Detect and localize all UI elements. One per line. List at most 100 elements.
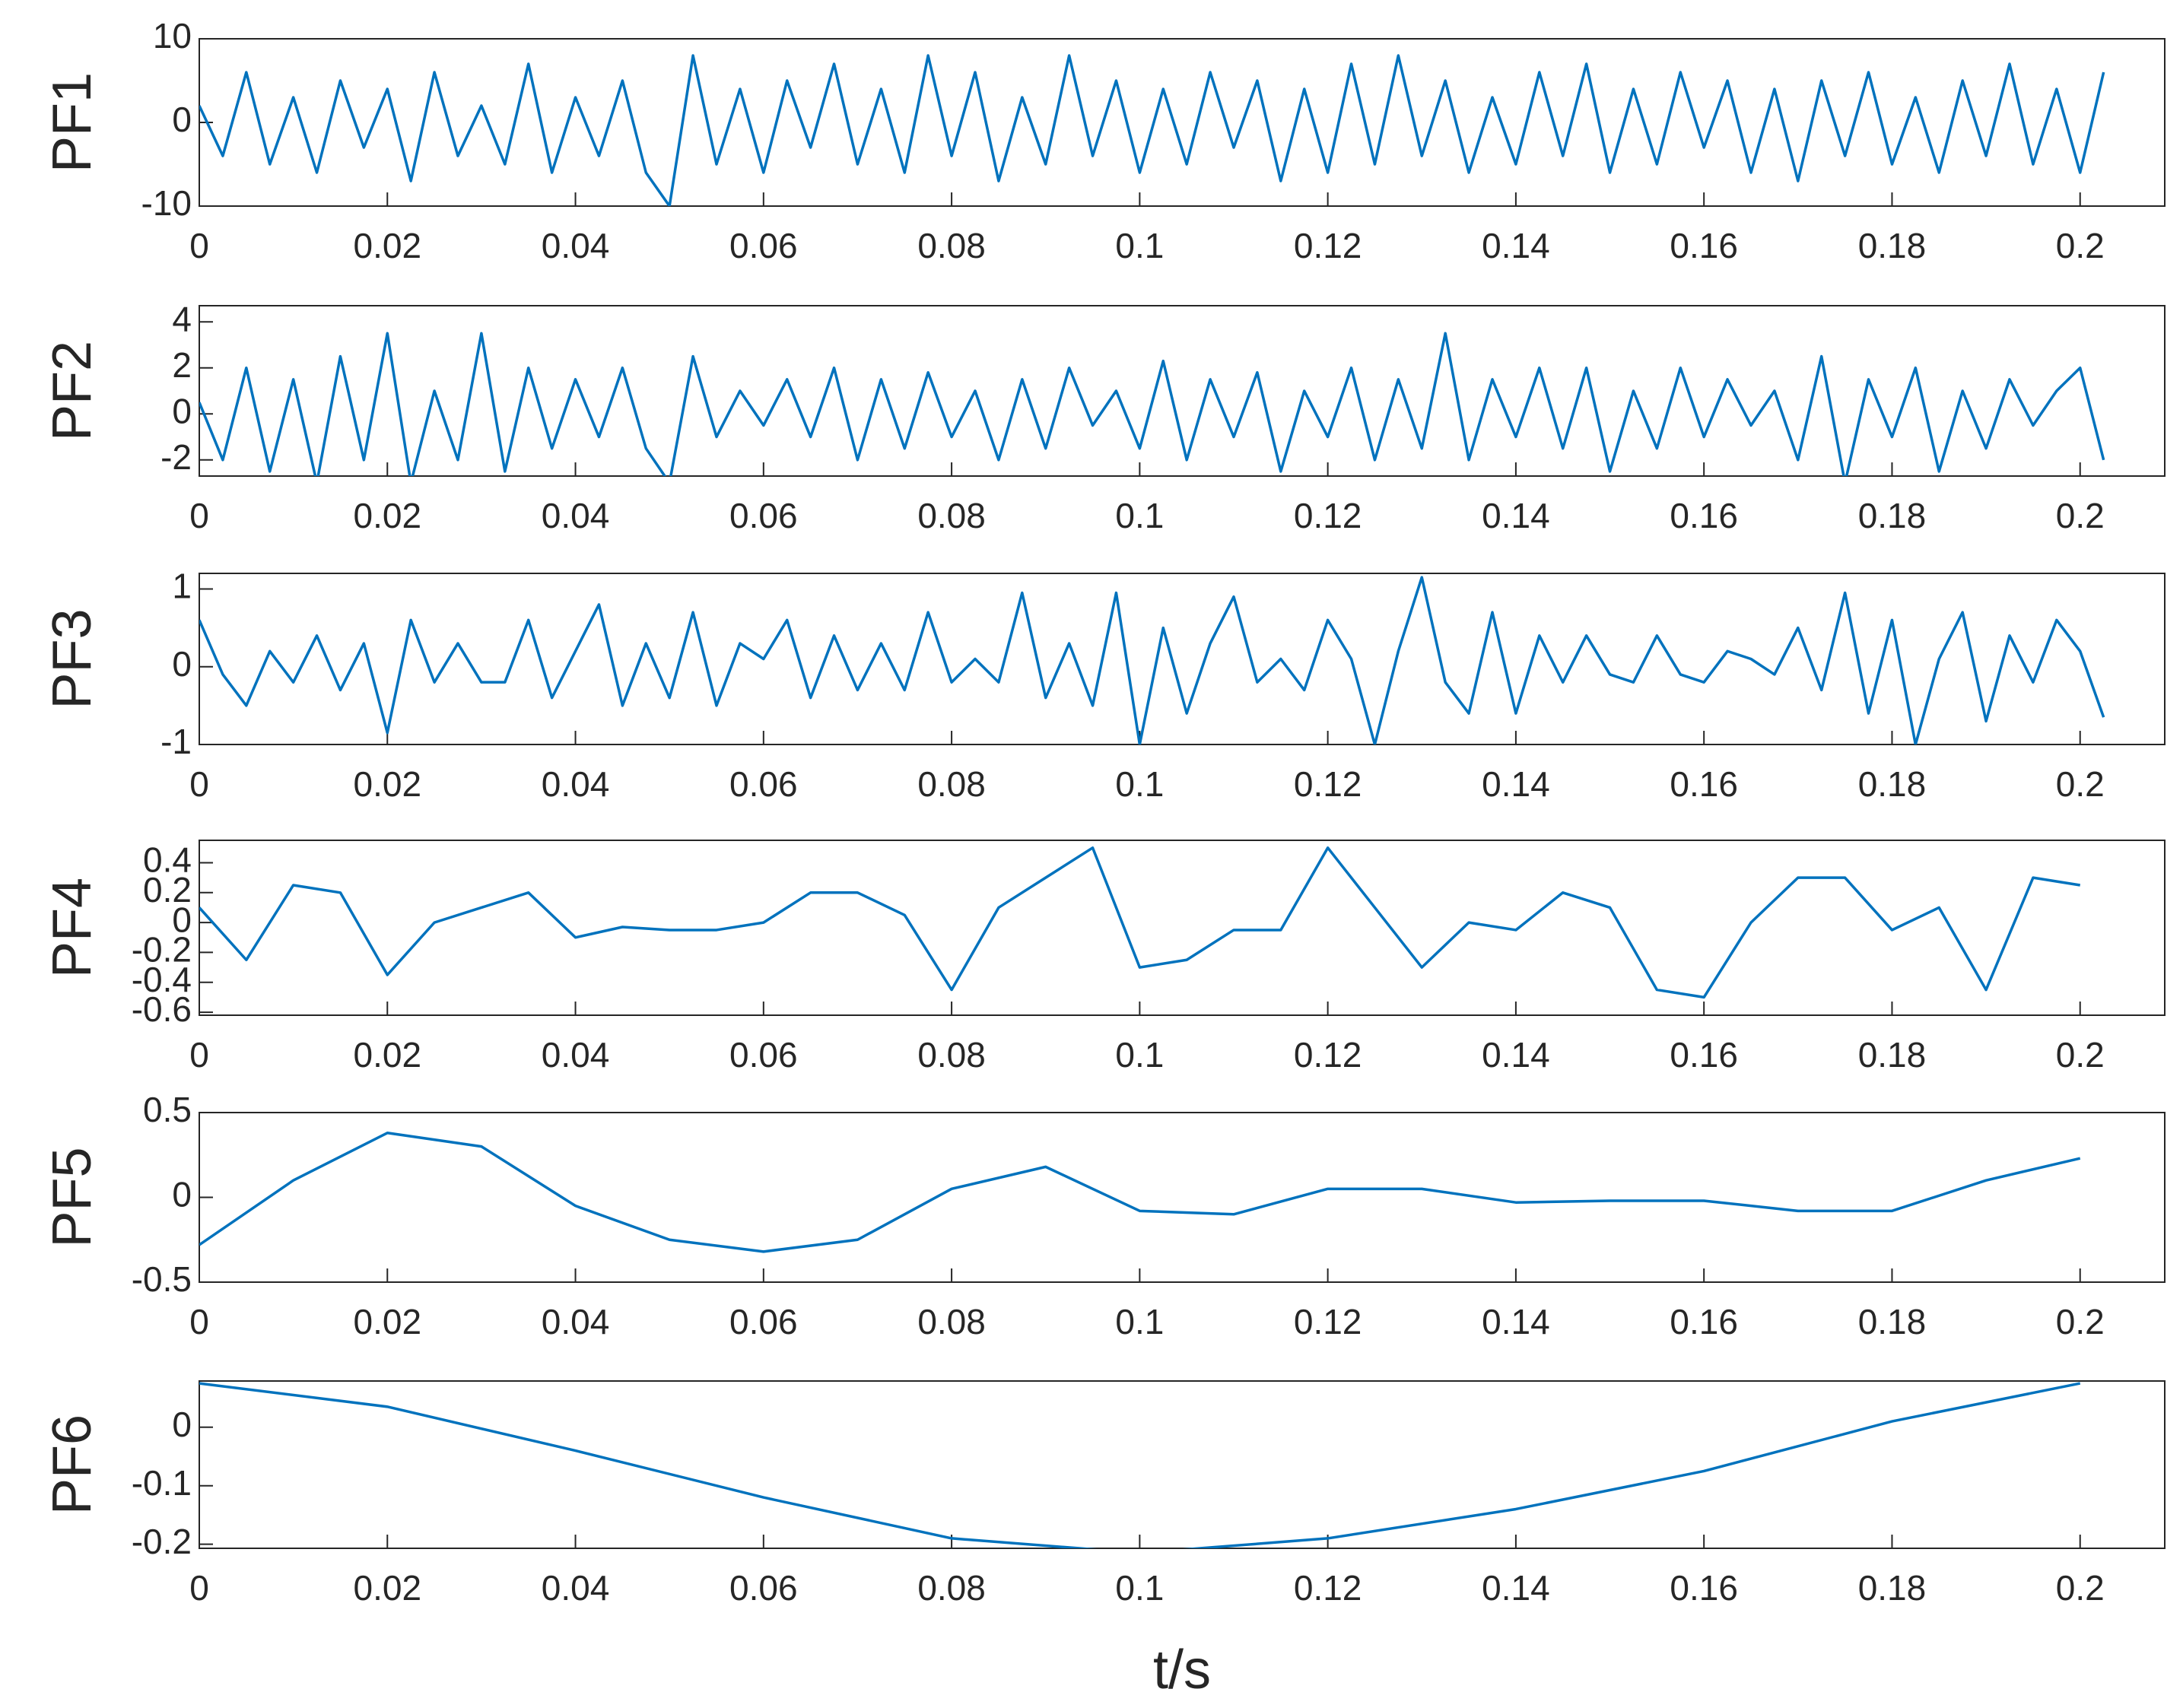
x-tick-label: 0.08	[917, 496, 986, 535]
subplot: -0.500.50 0.02 0.04 0.06 0.08 0.1 0.12 0.14 0.16…	[42, 1090, 2166, 1341]
x-tick-label: 0.04	[542, 1568, 610, 1608]
x-tick-label: 0.06	[729, 226, 798, 265]
x-tick-label: 0.18	[1858, 1035, 1927, 1075]
x-tick-label: 0.06	[729, 1035, 798, 1075]
axes-box	[199, 1112, 2166, 1283]
x-tick-label: 0.04	[542, 226, 610, 265]
x-tick-label: 0.14	[1482, 1568, 1550, 1608]
x-tick-label: 0.02	[354, 1568, 422, 1608]
subplot: -2 0 2 4 0 0.02 0.04 0.06 0.08 0.1 0.12 0.14 0.16 0.1…	[42, 299, 2166, 535]
axes-box	[199, 1380, 2166, 1549]
y-axis-label: PF4	[42, 878, 103, 978]
y-tick-label: -0.5	[132, 1259, 192, 1299]
x-tick-label: 0.14	[1482, 496, 1550, 535]
x-tick-label: 0.08	[917, 1302, 986, 1341]
subplot: -0.6-0.4-0.200.20.40 0.02 0.04 0.06 0.08 0.1 0…	[42, 840, 2166, 1075]
x-tick-label: 0.1	[1115, 1568, 1164, 1608]
axes-box	[199, 840, 2166, 1016]
y-axis-label: PF5	[42, 1147, 103, 1247]
x-tick-label: 0.18	[1858, 226, 1927, 265]
signal-line	[199, 1132, 2081, 1253]
y-tick-label: -0.6	[132, 989, 192, 1029]
y-axis-label: PF6	[42, 1414, 103, 1515]
y-tick-label: 0	[172, 1405, 192, 1444]
y-tick-label: 1	[172, 567, 192, 606]
x-tick-label: 0.12	[1294, 1568, 1362, 1608]
x-tick-label: 0.06	[729, 1568, 798, 1608]
x-tick-label: 0.02	[354, 496, 422, 535]
x-tick-label: 0.02	[354, 1035, 422, 1075]
signal-line	[199, 846, 2081, 999]
y-tick-label: -0.4	[132, 960, 192, 999]
x-tick-label: 0.14	[1482, 764, 1550, 804]
y-tick-label: 0	[172, 900, 192, 939]
x-tick-label: 0.2	[2056, 1035, 2105, 1075]
x-tick-label: 0.2	[2056, 226, 2105, 265]
y-tick-label: -0.1	[132, 1463, 192, 1503]
axes-box	[199, 305, 2166, 477]
x-tick-label: 0.12	[1294, 764, 1362, 804]
signal-line	[199, 1382, 2081, 1548]
x-axis-label: t/s	[1153, 1640, 1211, 1700]
x-tick-label: 0.18	[1858, 1568, 1927, 1608]
y-axis-label: PF1	[42, 72, 103, 173]
x-tick-label: 0.1	[1115, 1035, 1164, 1075]
signal-line	[199, 576, 2105, 744]
x-tick-label: 0.04	[542, 1302, 610, 1341]
y-tick-label: 0	[172, 1175, 192, 1214]
x-tick-label: 0.08	[917, 764, 986, 804]
x-tick-label: 0	[189, 496, 209, 535]
y-tick-label: -10	[141, 183, 192, 223]
x-tick-label: 0	[189, 1302, 209, 1341]
x-tick-label: 0.04	[542, 764, 610, 804]
signal-line	[199, 332, 2105, 476]
x-tick-label: 0.16	[1670, 1035, 1738, 1075]
x-tick-label: 0.06	[729, 1302, 798, 1341]
x-tick-label: 0.02	[354, 764, 422, 804]
y-axis-label: PF3	[42, 608, 103, 709]
y-axis-label: PF2	[42, 341, 103, 441]
x-tick-label: 0	[189, 1568, 209, 1608]
x-tick-label: 0.04	[542, 496, 610, 535]
x-tick-label: 0.12	[1294, 1302, 1362, 1341]
y-tick-label: -0.2	[132, 930, 192, 970]
signal-line	[199, 54, 2105, 206]
x-tick-label: 0.16	[1670, 1568, 1738, 1608]
x-tick-label: 0.14	[1482, 226, 1550, 265]
x-tick-label: 0	[189, 1035, 209, 1075]
x-tick-label: 0.08	[917, 226, 986, 265]
y-tick-label: -2	[160, 437, 192, 477]
x-tick-label: 0.16	[1670, 1302, 1738, 1341]
x-tick-label: 0.12	[1294, 1035, 1362, 1075]
x-tick-label: 0.2	[2056, 764, 2105, 804]
x-tick-label: 0.14	[1482, 1035, 1550, 1075]
x-tick-label: 0.12	[1294, 226, 1362, 265]
x-tick-label: 0.06	[729, 764, 798, 804]
axes-box	[199, 38, 2166, 207]
x-tick-label: 0.1	[1115, 496, 1164, 535]
axes-box	[199, 573, 2166, 745]
x-tick-label: 0.16	[1670, 764, 1738, 804]
x-tick-label: 0.06	[729, 496, 798, 535]
x-tick-label: 0.18	[1858, 764, 1927, 804]
y-tick-label: 0	[172, 391, 192, 430]
x-tick-label: 0	[189, 226, 209, 265]
y-tick-label: 10	[153, 16, 192, 56]
x-tick-label: 0.08	[917, 1568, 986, 1608]
y-tick-label: 0	[172, 100, 192, 139]
x-tick-label: 0.2	[2056, 1302, 2105, 1341]
subplot: -0.2 -0.1 0 0 0.02 0.04 0.06 0.08 0.1 0.12 0.14 0.1…	[42, 1380, 2166, 1700]
x-tick-label: 0.12	[1294, 496, 1362, 535]
x-tick-label: 0.1	[1115, 764, 1164, 804]
y-tick-label: 0.5	[143, 1090, 192, 1129]
y-tick-label: 2	[172, 345, 192, 385]
x-tick-label: 0.16	[1670, 496, 1738, 535]
y-tick-label: 0.2	[143, 870, 192, 910]
x-tick-label: 0.1	[1115, 1302, 1164, 1341]
x-tick-label: 0.2	[2056, 496, 2105, 535]
x-tick-label: 0.16	[1670, 226, 1738, 265]
x-tick-label: 0.1	[1115, 226, 1164, 265]
